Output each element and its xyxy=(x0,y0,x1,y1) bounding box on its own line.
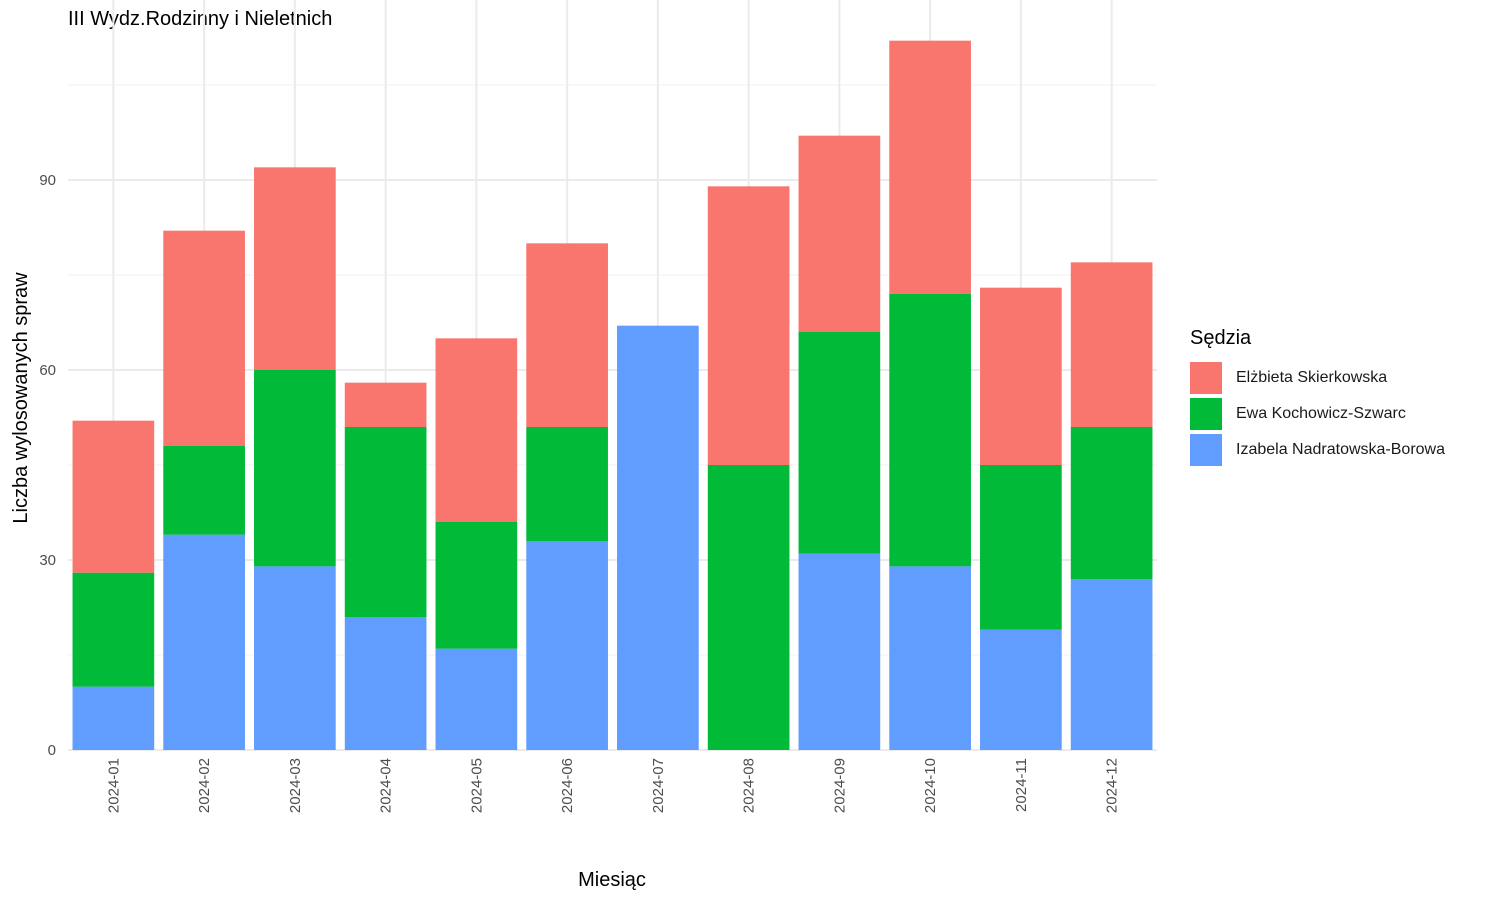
legend: Sędzia Elżbieta Skierkowska Ewa Kochowicz… xyxy=(1190,327,1445,468)
bar-segment xyxy=(72,572,155,687)
x-tick-label: 2024-05 xyxy=(468,758,485,813)
bar-segment xyxy=(254,370,336,567)
legend-label: Ewa Kochowicz-Szwarc xyxy=(1236,405,1406,422)
x-tick-label: 2024-02 xyxy=(196,758,213,813)
y-tick-label: 90 xyxy=(39,172,56,189)
bar-segment xyxy=(163,534,245,750)
legend-swatch xyxy=(1190,362,1222,394)
bar-segment xyxy=(344,427,427,617)
x-tick-label: 2024-11 xyxy=(1013,758,1030,812)
bar-segment xyxy=(798,553,881,750)
bar-segment xyxy=(707,186,790,466)
legend-title: Sędzia xyxy=(1190,327,1252,349)
x-tick-label: 2024-06 xyxy=(559,758,576,813)
bar-segment xyxy=(163,446,245,535)
y-tick-label: 0 xyxy=(48,742,56,759)
bar-segment xyxy=(254,167,336,370)
bar-segment xyxy=(344,617,427,750)
x-tick-label: 2024-01 xyxy=(105,758,122,813)
legend-item: Elżbieta Skierkowska xyxy=(1190,360,1445,396)
y-tick-label: 30 xyxy=(39,552,56,569)
bar-segment xyxy=(526,243,608,427)
y-tick-label: 60 xyxy=(39,362,56,379)
legend-swatch xyxy=(1190,398,1222,430)
bar-segment xyxy=(435,522,518,649)
bar-segment xyxy=(889,566,971,750)
chart-title: III Wydz.Rodzinny i Nieletnich xyxy=(68,8,333,30)
bar-segment xyxy=(1070,262,1153,427)
legend-label: Elżbieta Skierkowska xyxy=(1236,369,1388,386)
x-axis-ticks: 2024-01 2024-02 2024-03 2024-04 2024-05 2024-… xyxy=(105,758,1120,813)
x-tick-label: 2024-10 xyxy=(922,758,939,813)
bar-segment xyxy=(980,629,1062,750)
bar-segment xyxy=(435,648,518,750)
x-tick-label: 2024-12 xyxy=(1104,758,1121,813)
legend-item: Ewa Kochowicz-Szwarc xyxy=(1190,396,1445,432)
bar-segment xyxy=(526,427,608,541)
y-axis-ticks: 0 30 60 90 xyxy=(39,172,56,759)
x-tick-label: 2024-09 xyxy=(831,758,848,813)
bar-segment xyxy=(1070,427,1153,579)
bar-segment xyxy=(435,338,518,522)
legend-swatch xyxy=(1190,434,1222,466)
x-axis-label: Miesiąc xyxy=(578,869,646,891)
bar-segment xyxy=(889,294,971,567)
legend-item: Izabela Nadratowska-Borowa xyxy=(1190,432,1445,468)
x-tick-label: 2024-03 xyxy=(287,758,304,813)
bar-segment xyxy=(72,686,155,750)
bar-segment xyxy=(72,420,155,573)
bar-segment xyxy=(526,541,608,750)
legend-label: Izabela Nadratowska-Borowa xyxy=(1236,441,1445,458)
bar-segment xyxy=(163,230,245,446)
bars xyxy=(72,40,1153,750)
bar-segment xyxy=(980,465,1062,630)
bar-segment xyxy=(254,566,336,750)
x-tick-label: 2024-08 xyxy=(741,758,758,813)
bar-segment xyxy=(980,287,1062,465)
y-axis-label: Liczba wylosowanych spraw xyxy=(10,272,32,524)
bar-segment xyxy=(344,382,427,427)
x-tick-label: 2024-07 xyxy=(650,758,667,813)
bar-segment xyxy=(707,465,790,750)
bar-segment xyxy=(617,325,699,750)
bar-segment xyxy=(1070,579,1153,750)
bar-segment xyxy=(889,40,971,294)
x-tick-label: 2024-04 xyxy=(378,758,395,813)
bar-segment xyxy=(798,135,881,332)
bar-segment xyxy=(798,332,881,554)
